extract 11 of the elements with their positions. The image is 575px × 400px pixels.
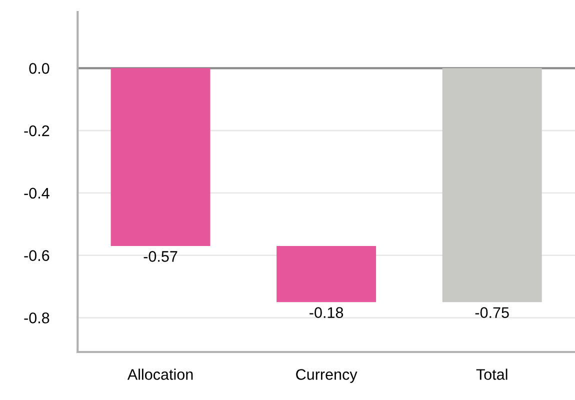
- y-tick-label: -0.4: [24, 188, 50, 199]
- y-tick-label: -0.6: [24, 250, 50, 261]
- x-tick-label: Allocation: [127, 368, 193, 380]
- y-tick-label: -0.8: [24, 312, 50, 324]
- y-tick-label: -0.2: [24, 125, 50, 136]
- data-label: -0.75: [475, 307, 509, 318]
- y-tick-label: 0.0: [29, 63, 50, 74]
- data-label: -0.18: [310, 307, 344, 318]
- x-tick-label: Total: [476, 368, 508, 380]
- data-label: -0.57: [144, 251, 178, 262]
- x-tick-label: Currency: [296, 369, 358, 383]
